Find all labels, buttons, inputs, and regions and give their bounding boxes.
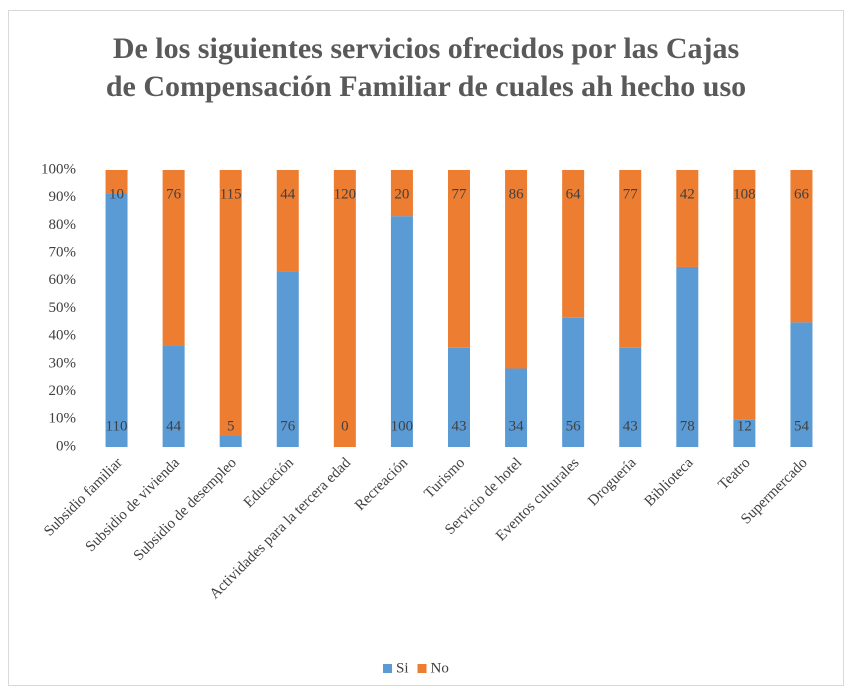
bar-segment [733,419,756,447]
bar-segment [676,170,699,267]
x-tick-label: Subsidio de vivienda [83,455,184,556]
bar-segment [390,170,413,217]
data-label: 5 [227,418,235,434]
legend-label: Si [396,660,409,676]
data-label: 43 [452,418,467,434]
data-label: 100 [391,418,414,434]
chart-frame [8,10,844,686]
data-label: 43 [623,418,638,434]
data-label: 66 [794,186,810,202]
y-tick-label: 60% [49,272,77,288]
bar-segment [790,170,813,323]
data-label: 86 [509,186,525,202]
bar-segment [448,347,470,447]
data-label: 10 [109,186,124,202]
data-label: 120 [334,186,357,202]
y-tick-label: 100% [41,161,76,177]
bar-segment [619,170,642,348]
bar-segment [105,170,128,194]
data-label: 0 [341,418,349,434]
data-label: 34 [509,418,525,434]
bar-segment [505,368,528,447]
bar-segment [333,170,356,447]
bar-segment [219,435,242,447]
x-tick-label: Turismo [421,455,468,502]
y-tick-label: 10% [49,411,77,427]
data-label: 108 [733,186,756,202]
legend-swatch [383,664,392,673]
data-label: 54 [794,418,810,434]
y-tick-label: 20% [49,383,77,399]
x-tick-label: Recreación [352,455,411,514]
bar-segment [619,347,642,447]
bar-segment [162,345,185,447]
bar-segment [390,216,413,447]
bar-segment [219,170,242,436]
data-label: 12 [737,418,752,434]
x-tick-label: Biblioteca [642,455,697,510]
bar-segment [105,193,128,447]
bar-segment [276,271,299,447]
bar-segment [276,170,299,272]
data-label: 64 [566,186,582,202]
y-tick-label: 0% [56,438,76,454]
data-label: 44 [280,186,296,202]
y-tick-label: 90% [49,189,77,205]
data-label: 56 [566,418,582,434]
chart-title: De los siguientes servicios ofrecidos po… [105,32,747,103]
data-label: 20 [394,186,409,202]
bar-segment [448,170,470,348]
bar-segment [790,322,813,447]
y-tick-label: 40% [49,328,77,344]
bar-segment [562,170,585,318]
data-label: 76 [280,418,296,434]
data-label: 76 [166,186,182,202]
bar-segment [505,170,528,369]
data-label: 110 [106,418,128,434]
legend-swatch [417,664,427,673]
data-label: 78 [680,418,695,434]
y-tick-label: 80% [49,217,77,233]
y-tick-label: 70% [49,245,77,261]
y-tick-label: 50% [49,300,77,316]
x-tick-label: Droguería [585,455,640,510]
bar-segment [562,317,585,447]
data-label: 77 [452,186,468,202]
data-label: 42 [680,186,695,202]
legend-label: No [431,660,449,676]
bar-segment [733,170,756,420]
data-label: 44 [166,418,182,434]
x-tick-label: Teatro [715,455,753,493]
x-tick-label: Subsidio de desempleo [131,455,240,564]
bar-segment [162,170,185,346]
x-tick-label: Educación [241,455,297,511]
bar-segment [676,266,699,447]
y-tick-label: 30% [49,355,77,371]
data-label: 115 [220,186,242,202]
data-label: 77 [623,186,639,202]
